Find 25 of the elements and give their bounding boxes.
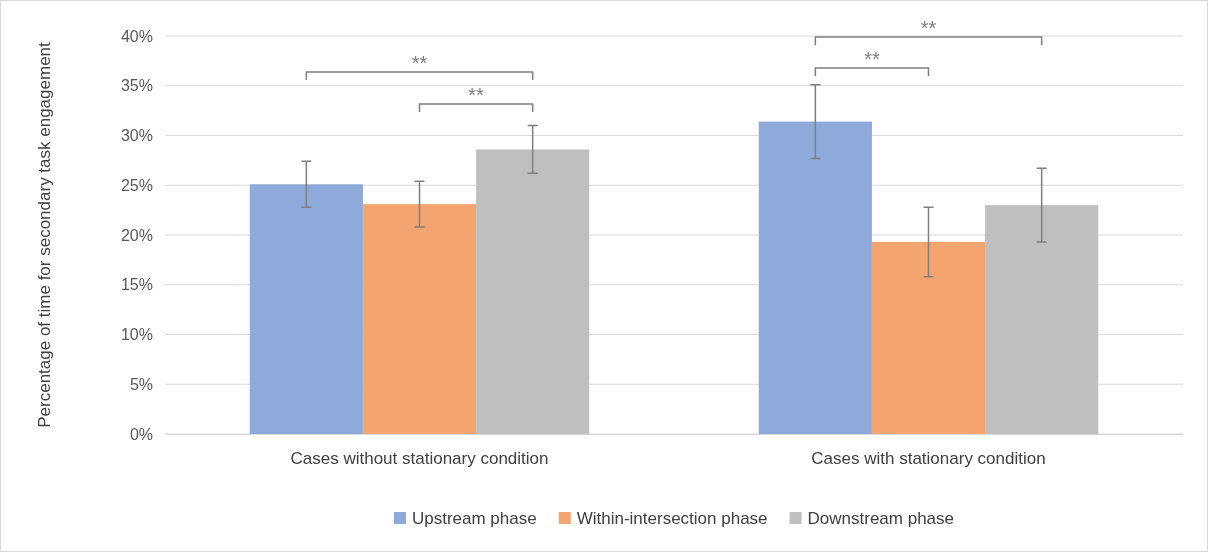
bar bbox=[985, 205, 1099, 434]
y-tick-label: 20% bbox=[120, 226, 153, 244]
bar bbox=[249, 184, 363, 434]
y-tick-label: 5% bbox=[129, 375, 153, 393]
x-tick-label: Cases with stationary condition bbox=[811, 449, 1046, 469]
y-tick-label: 0% bbox=[129, 425, 153, 443]
y-axis-title: Percentage of time for secondary task engagement bbox=[35, 41, 54, 428]
legend-label: Downstream phase bbox=[807, 509, 955, 528]
annotation: ** bbox=[864, 48, 880, 70]
y-tick-label: 25% bbox=[120, 176, 153, 194]
bar bbox=[758, 121, 872, 434]
legend-label: Within-intersection phase bbox=[576, 509, 768, 528]
y-tick-label: 10% bbox=[120, 326, 153, 344]
bar bbox=[871, 241, 986, 434]
annotation: ** bbox=[411, 52, 428, 74]
annotation: ** bbox=[468, 84, 485, 106]
y-tick-label: 30% bbox=[120, 127, 153, 145]
y-tick-label: 35% bbox=[120, 77, 153, 95]
bar bbox=[362, 204, 477, 434]
legend-label: Upstream phase bbox=[411, 509, 537, 528]
x-tick-label: Cases without stationary condition bbox=[290, 449, 549, 469]
bar bbox=[476, 149, 590, 434]
y-tick-label: 40% bbox=[120, 27, 153, 45]
annotation: ** bbox=[920, 17, 937, 39]
y-tick-label: 15% bbox=[120, 276, 153, 294]
